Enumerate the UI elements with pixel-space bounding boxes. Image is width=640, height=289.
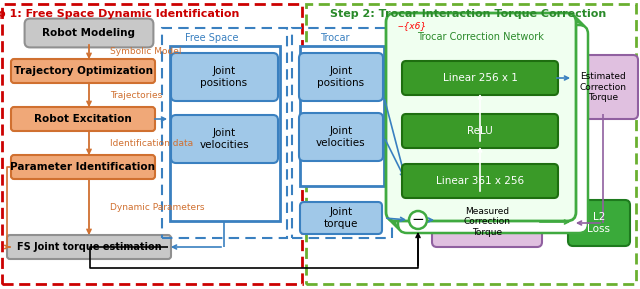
FancyBboxPatch shape bbox=[11, 107, 155, 131]
Bar bbox=[300, 46, 384, 186]
FancyBboxPatch shape bbox=[432, 197, 542, 247]
Text: Estimated
Correction
Torque: Estimated Correction Torque bbox=[579, 72, 627, 102]
FancyBboxPatch shape bbox=[11, 155, 155, 179]
FancyBboxPatch shape bbox=[299, 113, 383, 161]
Text: Joint
positions: Joint positions bbox=[200, 66, 248, 88]
Bar bbox=[162, 28, 287, 238]
Text: Parameter Identification: Parameter Identification bbox=[10, 162, 156, 172]
Text: FS Joint torque estimation: FS Joint torque estimation bbox=[17, 242, 161, 252]
FancyBboxPatch shape bbox=[171, 115, 278, 163]
FancyBboxPatch shape bbox=[395, 22, 585, 230]
FancyBboxPatch shape bbox=[402, 164, 558, 198]
Text: Joint
velocities: Joint velocities bbox=[199, 128, 249, 150]
Text: Step 2: Trocar Interaction Torque Correction: Step 2: Trocar Interaction Torque Correc… bbox=[330, 9, 606, 19]
Bar bbox=[292, 28, 392, 238]
FancyBboxPatch shape bbox=[402, 61, 558, 95]
Text: −: − bbox=[412, 212, 424, 227]
Text: Measured
Correction
Torque: Measured Correction Torque bbox=[463, 207, 511, 237]
FancyBboxPatch shape bbox=[299, 53, 383, 101]
Text: Joint
velocities: Joint velocities bbox=[316, 126, 366, 148]
Text: ReLU: ReLU bbox=[467, 126, 493, 136]
FancyBboxPatch shape bbox=[171, 53, 278, 101]
Text: Joint
positions: Joint positions bbox=[317, 66, 365, 88]
Circle shape bbox=[409, 211, 427, 229]
Text: --{x6}: --{x6} bbox=[398, 21, 427, 31]
Bar bbox=[170, 46, 280, 221]
Text: Robot Modeling: Robot Modeling bbox=[42, 28, 136, 38]
Text: Step 1: Free Space Dynamic Identification: Step 1: Free Space Dynamic Identificatio… bbox=[0, 9, 239, 19]
Bar bbox=[306, 4, 636, 284]
Bar bbox=[2, 4, 302, 284]
FancyBboxPatch shape bbox=[568, 200, 630, 246]
Text: Identification data: Identification data bbox=[110, 138, 193, 147]
Text: Symbolic Model: Symbolic Model bbox=[110, 47, 182, 57]
Text: Free Space: Free Space bbox=[185, 33, 239, 43]
FancyBboxPatch shape bbox=[11, 59, 155, 83]
Text: Trocar Correction Network: Trocar Correction Network bbox=[417, 32, 543, 42]
Text: Dynamic Parameters: Dynamic Parameters bbox=[110, 203, 205, 212]
FancyBboxPatch shape bbox=[300, 202, 382, 234]
Text: Robot Excitation: Robot Excitation bbox=[34, 114, 132, 124]
Text: Trajectories: Trajectories bbox=[110, 90, 163, 99]
Text: Joint
torque: Joint torque bbox=[324, 207, 358, 229]
FancyBboxPatch shape bbox=[7, 235, 171, 259]
Text: Trajectory Optimization: Trajectory Optimization bbox=[13, 66, 152, 76]
FancyBboxPatch shape bbox=[398, 25, 588, 233]
FancyBboxPatch shape bbox=[568, 55, 638, 119]
Text: L2
Loss: L2 Loss bbox=[588, 212, 611, 234]
FancyBboxPatch shape bbox=[386, 13, 576, 221]
FancyBboxPatch shape bbox=[389, 16, 579, 224]
Text: Linear 361 x 256: Linear 361 x 256 bbox=[436, 176, 524, 186]
FancyBboxPatch shape bbox=[24, 18, 154, 47]
FancyBboxPatch shape bbox=[392, 19, 582, 227]
Text: Trocar: Trocar bbox=[320, 33, 349, 43]
FancyBboxPatch shape bbox=[402, 114, 558, 148]
Text: Linear 256 x 1: Linear 256 x 1 bbox=[443, 73, 517, 83]
